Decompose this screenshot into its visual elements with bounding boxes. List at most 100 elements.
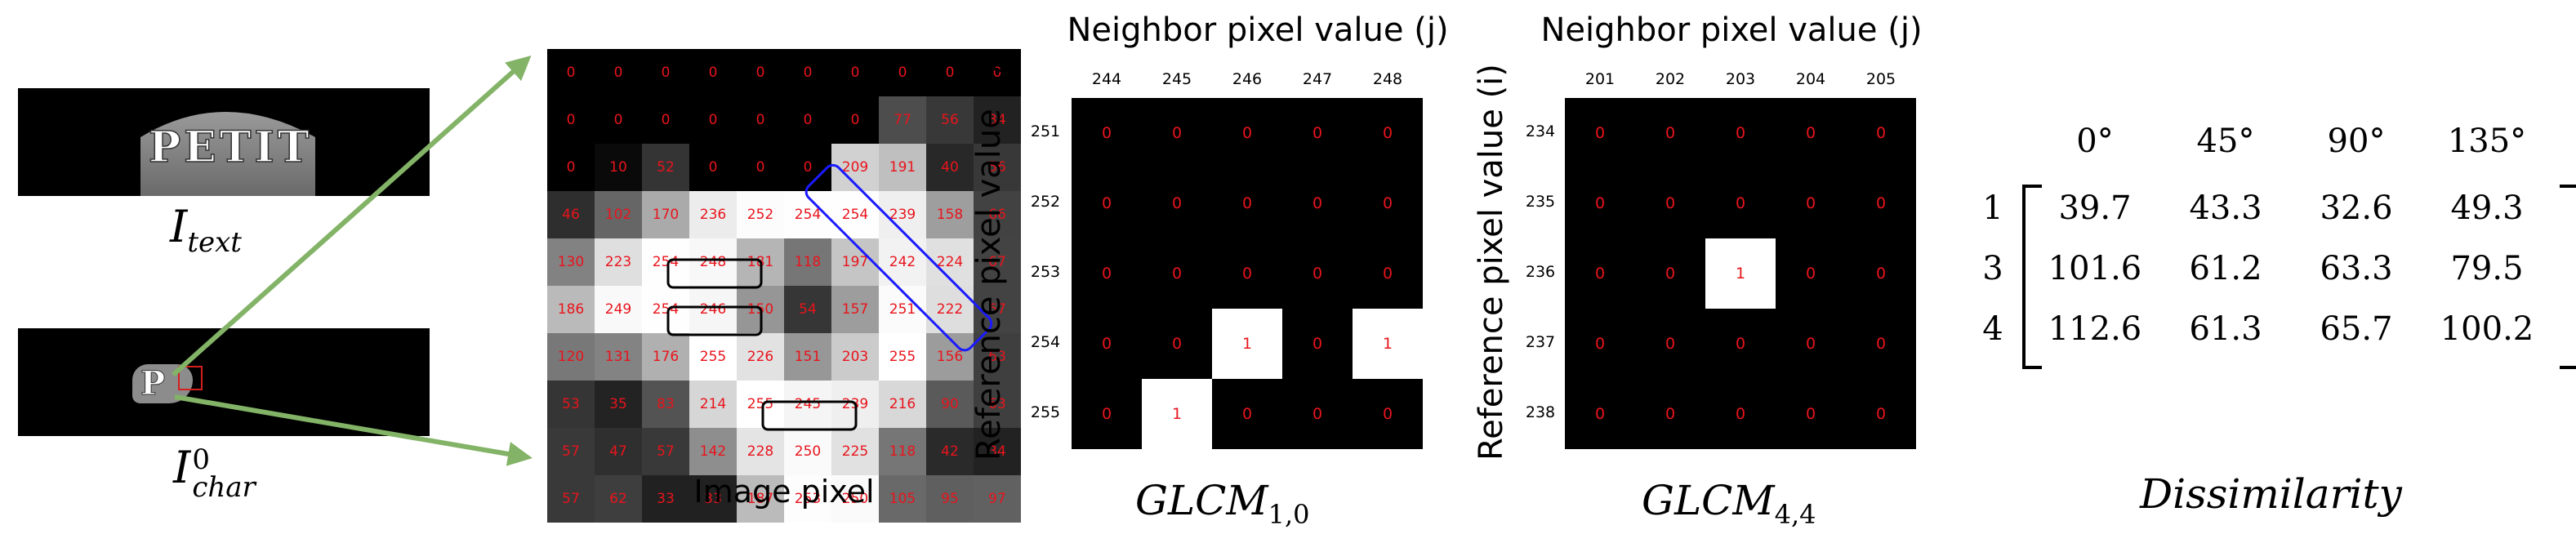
caption-main: I xyxy=(173,442,191,493)
dissim-value: 39.7 xyxy=(2058,189,2132,227)
pixel-cell: 130 xyxy=(547,238,595,286)
pixel-cell: 95 xyxy=(926,475,974,523)
angle-header: 0° xyxy=(2076,122,2114,160)
glcm2-title-main: GLCM xyxy=(1642,477,1775,524)
glcm-cell: 0 xyxy=(1705,168,1776,238)
glcm1-title: GLCM1,0 xyxy=(1135,477,1310,530)
pixel-cell: 57 xyxy=(547,475,595,523)
dissim-brackets xyxy=(2022,185,2576,369)
glcm-cell: 0 xyxy=(1635,98,1705,168)
glcm2-row-ticks: 234 235 236 237 238 xyxy=(1519,98,1565,449)
pixel-grid-label: Image pixel xyxy=(693,474,875,510)
glcm-cell: 0 xyxy=(1565,309,1635,379)
dissim-value: 112.6 xyxy=(2048,310,2142,348)
glcm-cell: 0 xyxy=(1635,238,1705,309)
pixel-cell: 40 xyxy=(926,144,974,191)
glcm-cell: 0 xyxy=(1282,98,1353,168)
glcm-cell: 0 xyxy=(1142,168,1212,238)
glcm-cell: 0 xyxy=(1142,309,1212,379)
pixel-cell: 56 xyxy=(974,144,1021,191)
glcm-cell: 0 xyxy=(1212,238,1282,309)
pixel-cell: 248 xyxy=(689,238,737,286)
pixel-cell: 254 xyxy=(642,286,689,333)
pixel-cell: 0 xyxy=(737,144,784,191)
glcm2-title-sub: 4,4 xyxy=(1774,499,1816,530)
char-glyph: P xyxy=(140,364,166,403)
pixel-cell: 186 xyxy=(547,286,595,333)
caption-sup: 0 xyxy=(192,443,210,476)
col-tick-label: 202 xyxy=(1655,70,1686,88)
glcm1-y-label: Reference pixel value (i) xyxy=(970,64,1008,461)
zoom-arrows xyxy=(172,56,533,466)
arrow-to-bottom xyxy=(174,394,533,466)
glcm-cell: 0 xyxy=(1142,238,1212,309)
dissim-value: 65.7 xyxy=(2320,310,2393,348)
pixel-cell: 62 xyxy=(595,475,642,523)
left-bracket xyxy=(2022,185,2042,369)
pixel-cell: 0 xyxy=(974,49,1021,96)
glcm2-x-label: Neighbor pixel value (j) xyxy=(1540,11,1923,49)
glcm-cell: 0 xyxy=(1846,168,1916,238)
pixel-cell: 214 xyxy=(689,381,737,428)
char-highlight-box xyxy=(178,366,203,390)
pair-box-row4 xyxy=(666,258,763,289)
row-tick-label: 251 xyxy=(1030,122,1061,140)
pixel-highlights xyxy=(666,163,993,431)
pixel-cell: 0 xyxy=(737,96,784,144)
pixel-cell: 0 xyxy=(689,49,737,96)
pixel-cell: 105 xyxy=(879,475,926,523)
glcm1-x-label: Neighbor pixel value (j) xyxy=(1067,11,1449,49)
col-tick-label: 246 xyxy=(1232,70,1263,88)
pixel-cell: 33 xyxy=(689,475,737,523)
glcm-cell: 0 xyxy=(1565,98,1635,168)
pixel-cell: 0 xyxy=(547,144,595,191)
glcm1-title-sub: 1,0 xyxy=(1268,499,1310,530)
text-image-caption: Itext xyxy=(170,201,242,259)
pixel-cell: 0 xyxy=(547,96,595,144)
row-tick-label: 253 xyxy=(1030,263,1061,281)
glcm-cell: 0 xyxy=(1072,168,1142,238)
row-tick-label: 234 xyxy=(1525,122,1556,140)
pixel-cell: 254 xyxy=(642,238,689,286)
pixel-cell: 63 xyxy=(974,333,1021,381)
glcm-cell: 0 xyxy=(1282,379,1353,449)
glcm-cell: 0 xyxy=(1282,238,1353,309)
row-tick-label: 235 xyxy=(1525,193,1556,211)
glcm-cell: 0 xyxy=(1212,379,1282,449)
pixel-cell: 56 xyxy=(926,96,974,144)
dissim-row-labels: 1 3 4 xyxy=(1977,181,2009,377)
caption-sub: text xyxy=(187,225,242,259)
glcm-cell: 0 xyxy=(1072,379,1142,449)
char-image-caption: I 0 char xyxy=(173,443,256,502)
col-tick-label: 244 xyxy=(1091,70,1122,88)
pixel-cell: 223 xyxy=(595,238,642,286)
glcm-cell: 0 xyxy=(1212,168,1282,238)
pixel-cell: 0 xyxy=(879,49,926,96)
pixel-cell: 187 xyxy=(737,475,784,523)
pixel-cell: 120 xyxy=(547,333,595,381)
pixel-cell: 0 xyxy=(595,96,642,144)
col-tick-label: 248 xyxy=(1372,70,1403,88)
row-tick-label: 254 xyxy=(1030,333,1061,351)
dissim-value: 63.3 xyxy=(2320,250,2393,287)
glcm-cell: 0 xyxy=(1846,379,1916,449)
pixel-cell: 250 xyxy=(784,428,831,475)
glcm-cell: 0 xyxy=(1142,98,1212,168)
pixel-cell: 53 xyxy=(547,381,595,428)
pixel-cell: 34 xyxy=(974,96,1021,144)
pixel-cell: 191 xyxy=(879,144,926,191)
glcm-cell: 1 xyxy=(1353,309,1423,379)
pixel-cell: 57 xyxy=(642,428,689,475)
dissim-value: 61.2 xyxy=(2189,250,2262,287)
row-label: 4 xyxy=(1982,310,2003,348)
glcm-cell: 1 xyxy=(1212,309,1282,379)
pixel-cell: 255 xyxy=(737,381,784,428)
pixel-cell: 77 xyxy=(879,96,926,144)
pair-box-row7 xyxy=(761,400,858,431)
glcm-cell: 0 xyxy=(1565,238,1635,309)
pixel-cell: 255 xyxy=(879,333,926,381)
char-image: P xyxy=(18,328,430,436)
pixel-cell: 52 xyxy=(642,144,689,191)
